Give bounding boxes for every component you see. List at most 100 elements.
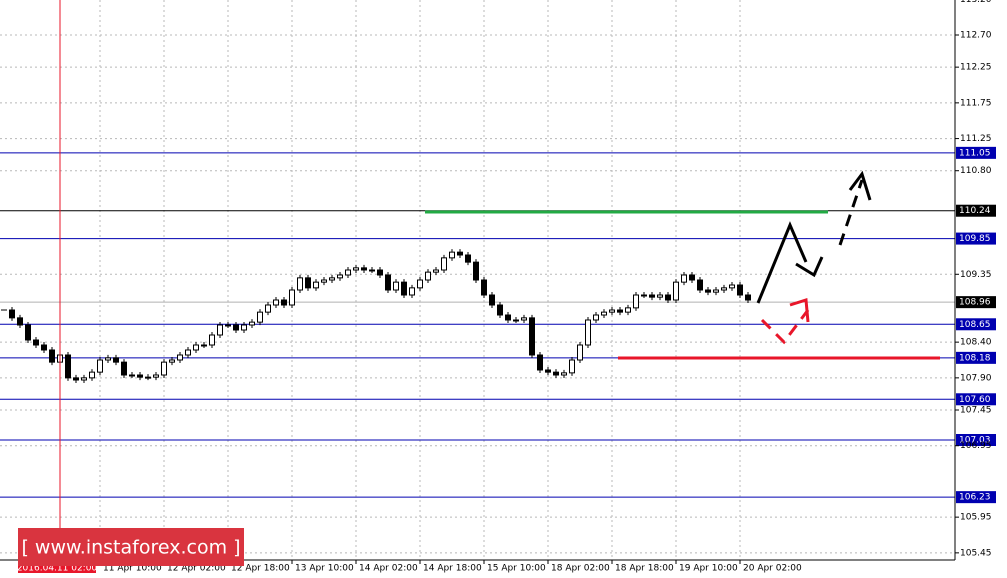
candle [473,261,479,281]
level-label-box [956,393,996,406]
candle [121,361,127,376]
candle [529,317,535,356]
candle [697,279,703,291]
candle [641,294,647,297]
y-tick-label: 111.75 [960,98,992,108]
candle [465,254,471,263]
y-tick-label: 105.95 [960,513,992,523]
candle [25,324,31,341]
candle [209,334,215,346]
candle [97,359,103,373]
y-tick-label: 106.95 [960,441,992,451]
x-tick-label: 14 Apr 02:00 [359,564,418,574]
candle [633,294,639,309]
level-label-box [956,351,996,364]
candle [457,251,463,256]
y-tick-label: 112.25 [960,63,992,73]
candle [561,372,567,376]
candle [377,269,383,276]
candle [289,289,295,306]
candle [33,339,39,346]
y-tick-label: 112.70 [960,31,992,41]
candle [281,299,287,306]
level-label-box [956,146,996,159]
candle [273,299,279,306]
candle [369,269,375,272]
x-tick-label: 12 Apr 02:00 [167,564,226,574]
y-tick-label: 107.90 [960,373,992,383]
watermark-box [18,528,244,566]
candle [625,307,631,313]
candle [393,281,399,291]
forecast-arrow [756,221,808,304]
axis-labels: 113.20 112.70 112.25 111.75 111.25 110.80 109.… [17,0,992,574]
level-label: 110.24 [959,206,991,216]
candle [233,324,239,331]
y-tick-label: 109.35 [960,270,992,280]
x-tick-label: 13 Apr 10:00 [295,564,354,574]
candle [721,287,727,291]
forecast-arrow [795,256,824,278]
candle [737,284,743,296]
candle [705,289,711,293]
y-tick-label: 105.45 [960,548,992,558]
candle [569,359,575,374]
candle [593,314,599,321]
candle [425,271,431,281]
candle [81,377,87,381]
x-tick-label: 11 Apr 10:00 [103,564,162,574]
crosshair-label: 2016.04.11 02:00 [17,564,98,574]
level-label: 106.23 [959,493,991,503]
candle [553,371,559,376]
forecast-arrow [789,298,810,323]
y-tick-label: 111.25 [960,134,992,144]
candle [609,309,615,313]
level-label: 107.03 [959,436,991,446]
candle [601,311,607,316]
candle [449,251,455,259]
candle [537,354,543,371]
candle [745,294,751,301]
candle [161,361,167,376]
level-label-box [956,296,996,309]
candle [353,267,359,271]
forecast-arrow [838,179,864,246]
level-label: 107.60 [959,395,991,405]
candle [337,274,343,279]
candle [257,311,263,323]
x-tick-label: 15 Apr 10:00 [487,564,546,574]
x-tick-label: 18 Apr 02:00 [551,564,610,574]
candle [681,274,687,283]
candle [577,344,583,361]
candle [409,287,415,296]
candle [441,257,447,271]
candle [417,279,423,289]
candle [361,267,367,271]
x-tick-label: 12 Apr 18:00 [231,564,290,574]
forecast-drawings [425,170,940,360]
candle [153,374,159,378]
forecast-arrow [760,309,810,345]
y-tick-label: 110.80 [960,166,992,176]
candle [73,377,79,381]
candle [145,376,151,379]
candle [617,309,623,313]
candle [345,269,351,276]
candle [177,354,183,361]
candle [505,314,511,321]
candle [49,349,55,363]
candle [689,274,695,281]
x-tick-label: 14 Apr 18:00 [423,564,482,574]
candle [673,281,679,301]
candle [137,374,143,378]
level-label: 108.65 [959,320,991,330]
level-label-box [956,232,996,245]
candle [729,284,735,289]
candle [321,279,327,283]
candle [489,294,495,306]
candle [545,369,551,373]
candle [305,277,311,289]
candle [657,294,663,298]
